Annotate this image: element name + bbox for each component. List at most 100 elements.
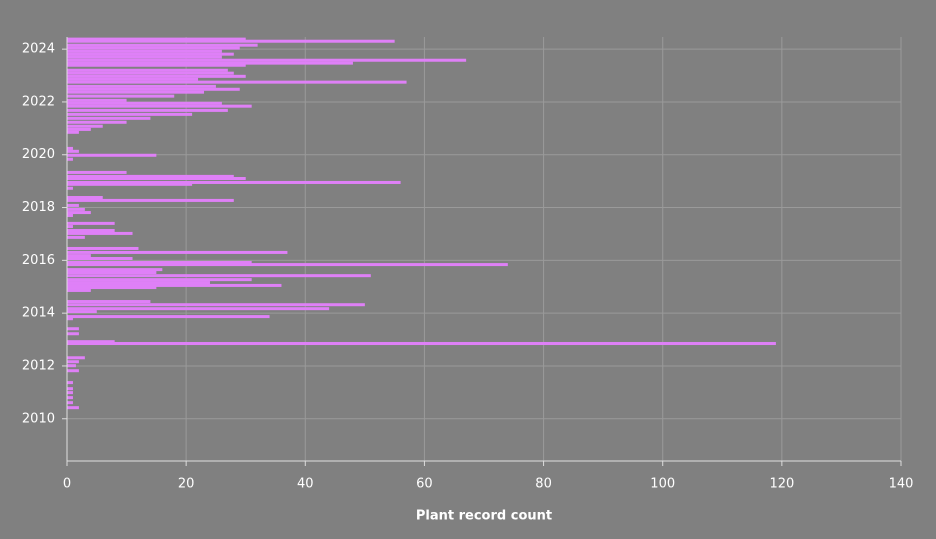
bar [67, 332, 79, 336]
bar [67, 254, 91, 258]
bar [67, 182, 193, 186]
bar [67, 116, 151, 120]
bar [67, 364, 76, 368]
x-tick-label: 20 [178, 477, 195, 492]
bar [67, 356, 85, 360]
x-tick-label: 80 [535, 477, 552, 492]
bar [67, 250, 288, 254]
bar [67, 77, 199, 81]
x-tick-label: 0 [63, 477, 71, 492]
x-axis-title: Plant record count [416, 509, 552, 524]
bar [67, 196, 103, 200]
bar [67, 288, 91, 292]
bar [67, 130, 79, 134]
y-tick-label: 2024 [22, 42, 55, 57]
bar [67, 153, 157, 157]
bar [67, 235, 85, 239]
bar [67, 342, 776, 346]
bar [67, 274, 371, 278]
bar [67, 146, 73, 150]
bar [67, 157, 73, 161]
bar [67, 221, 115, 225]
bar [67, 37, 246, 41]
bar [67, 127, 91, 131]
bar [67, 46, 240, 50]
bar [67, 315, 270, 319]
bar [67, 369, 79, 373]
bar [67, 52, 234, 56]
x-tick-label: 40 [297, 477, 314, 492]
bar [67, 286, 157, 290]
bar [67, 39, 395, 43]
bar [67, 180, 401, 184]
bar [67, 174, 234, 178]
bar [67, 104, 252, 108]
bar [67, 90, 205, 94]
bar [67, 43, 258, 47]
bar [67, 63, 246, 67]
bar [67, 170, 127, 174]
y-tick-label: 2014 [22, 306, 55, 321]
bar [67, 260, 252, 264]
bar [67, 387, 73, 391]
bar [67, 406, 79, 410]
bar [67, 101, 222, 105]
x-tick-label: 100 [650, 477, 675, 492]
x-tick-label: 120 [769, 477, 794, 492]
bar [67, 74, 246, 78]
bar [67, 307, 330, 311]
bar [67, 61, 353, 65]
bar [67, 84, 216, 88]
y-tick-label: 2020 [22, 147, 55, 162]
bar [67, 278, 252, 282]
bar [67, 149, 79, 153]
bar [67, 198, 234, 202]
x-tick-label: 140 [889, 477, 914, 492]
bar [67, 98, 127, 102]
bar [67, 108, 228, 112]
y-tick-label: 2016 [22, 253, 55, 268]
bar [67, 231, 133, 235]
bar [67, 120, 127, 124]
y-tick-label: 2010 [22, 411, 55, 426]
bar [67, 268, 163, 272]
bar [67, 112, 193, 116]
bar [67, 203, 79, 207]
bar [67, 225, 73, 229]
bar [67, 177, 246, 181]
bar [67, 281, 210, 285]
bar [67, 283, 282, 287]
bar [67, 207, 85, 211]
bar [67, 229, 115, 233]
bar [67, 317, 73, 321]
bar [67, 246, 139, 250]
bar [67, 396, 73, 400]
bar [67, 391, 73, 395]
bar [67, 124, 103, 128]
bar [67, 303, 365, 307]
bar [67, 300, 151, 304]
bar [67, 340, 115, 344]
bar [67, 186, 73, 190]
bar [67, 327, 79, 331]
y-tick-label: 2012 [22, 358, 55, 373]
bar [67, 80, 407, 84]
bar [67, 360, 79, 364]
bar [67, 401, 73, 405]
bar [67, 310, 97, 314]
bar [67, 263, 508, 267]
y-tick-label: 2022 [22, 94, 55, 109]
y-tick-label: 2018 [22, 200, 55, 215]
bar [67, 68, 228, 72]
x-tick-label: 60 [416, 477, 433, 492]
bar [67, 257, 133, 261]
bar [67, 270, 157, 274]
bar [67, 87, 240, 91]
bar [67, 213, 73, 217]
bar [67, 211, 91, 215]
bar [67, 55, 222, 59]
bar [67, 71, 234, 75]
bar [67, 49, 222, 53]
bar [67, 94, 175, 98]
